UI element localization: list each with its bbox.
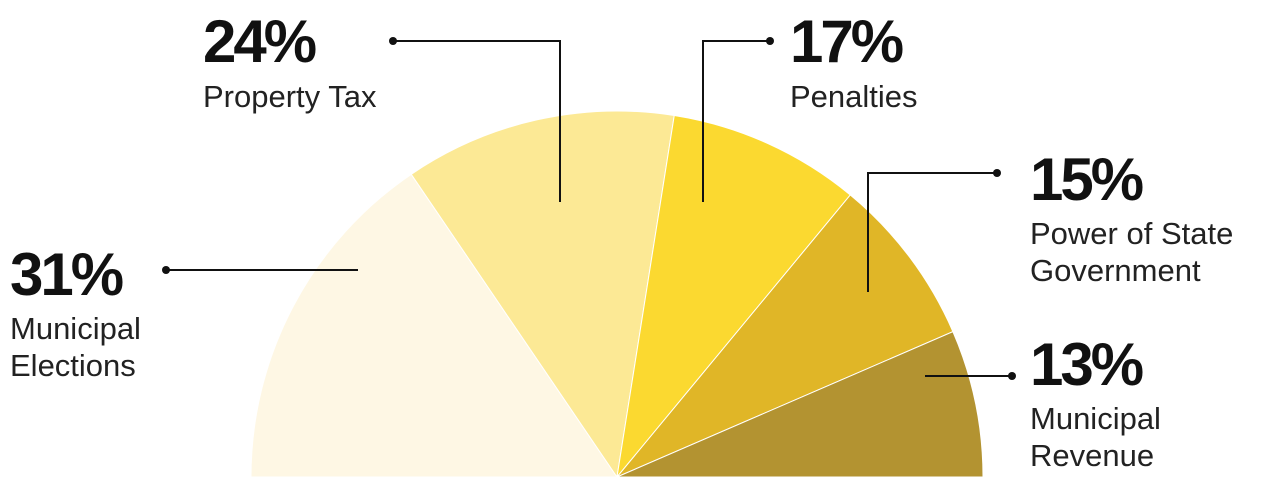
- slice: [250, 173, 618, 477]
- value-label: 17%: [790, 8, 904, 75]
- category-label: Penalties: [790, 79, 918, 114]
- category-label: Power of State Government: [1030, 216, 1234, 288]
- leader-line: [393, 40, 561, 202]
- slice: [410, 110, 675, 477]
- leader-dot: [993, 169, 1001, 177]
- value-label: 13%: [1030, 331, 1144, 398]
- category-label: Municipal Revenue: [1030, 401, 1161, 473]
- leader-dot: [389, 37, 397, 45]
- slice: [616, 114, 852, 477]
- value-label: 31%: [10, 241, 124, 308]
- leader-dot: [766, 37, 774, 45]
- leader-dot: [1008, 372, 1016, 380]
- slice: [616, 330, 984, 477]
- leader-dot: [162, 266, 170, 274]
- value-label: 15%: [1030, 146, 1144, 213]
- category-label: Municipal Elections: [10, 311, 141, 383]
- leader-line: [702, 40, 770, 202]
- category-label: Property Tax: [203, 79, 377, 114]
- value-label: 24%: [203, 8, 317, 75]
- leader-line: [867, 172, 997, 292]
